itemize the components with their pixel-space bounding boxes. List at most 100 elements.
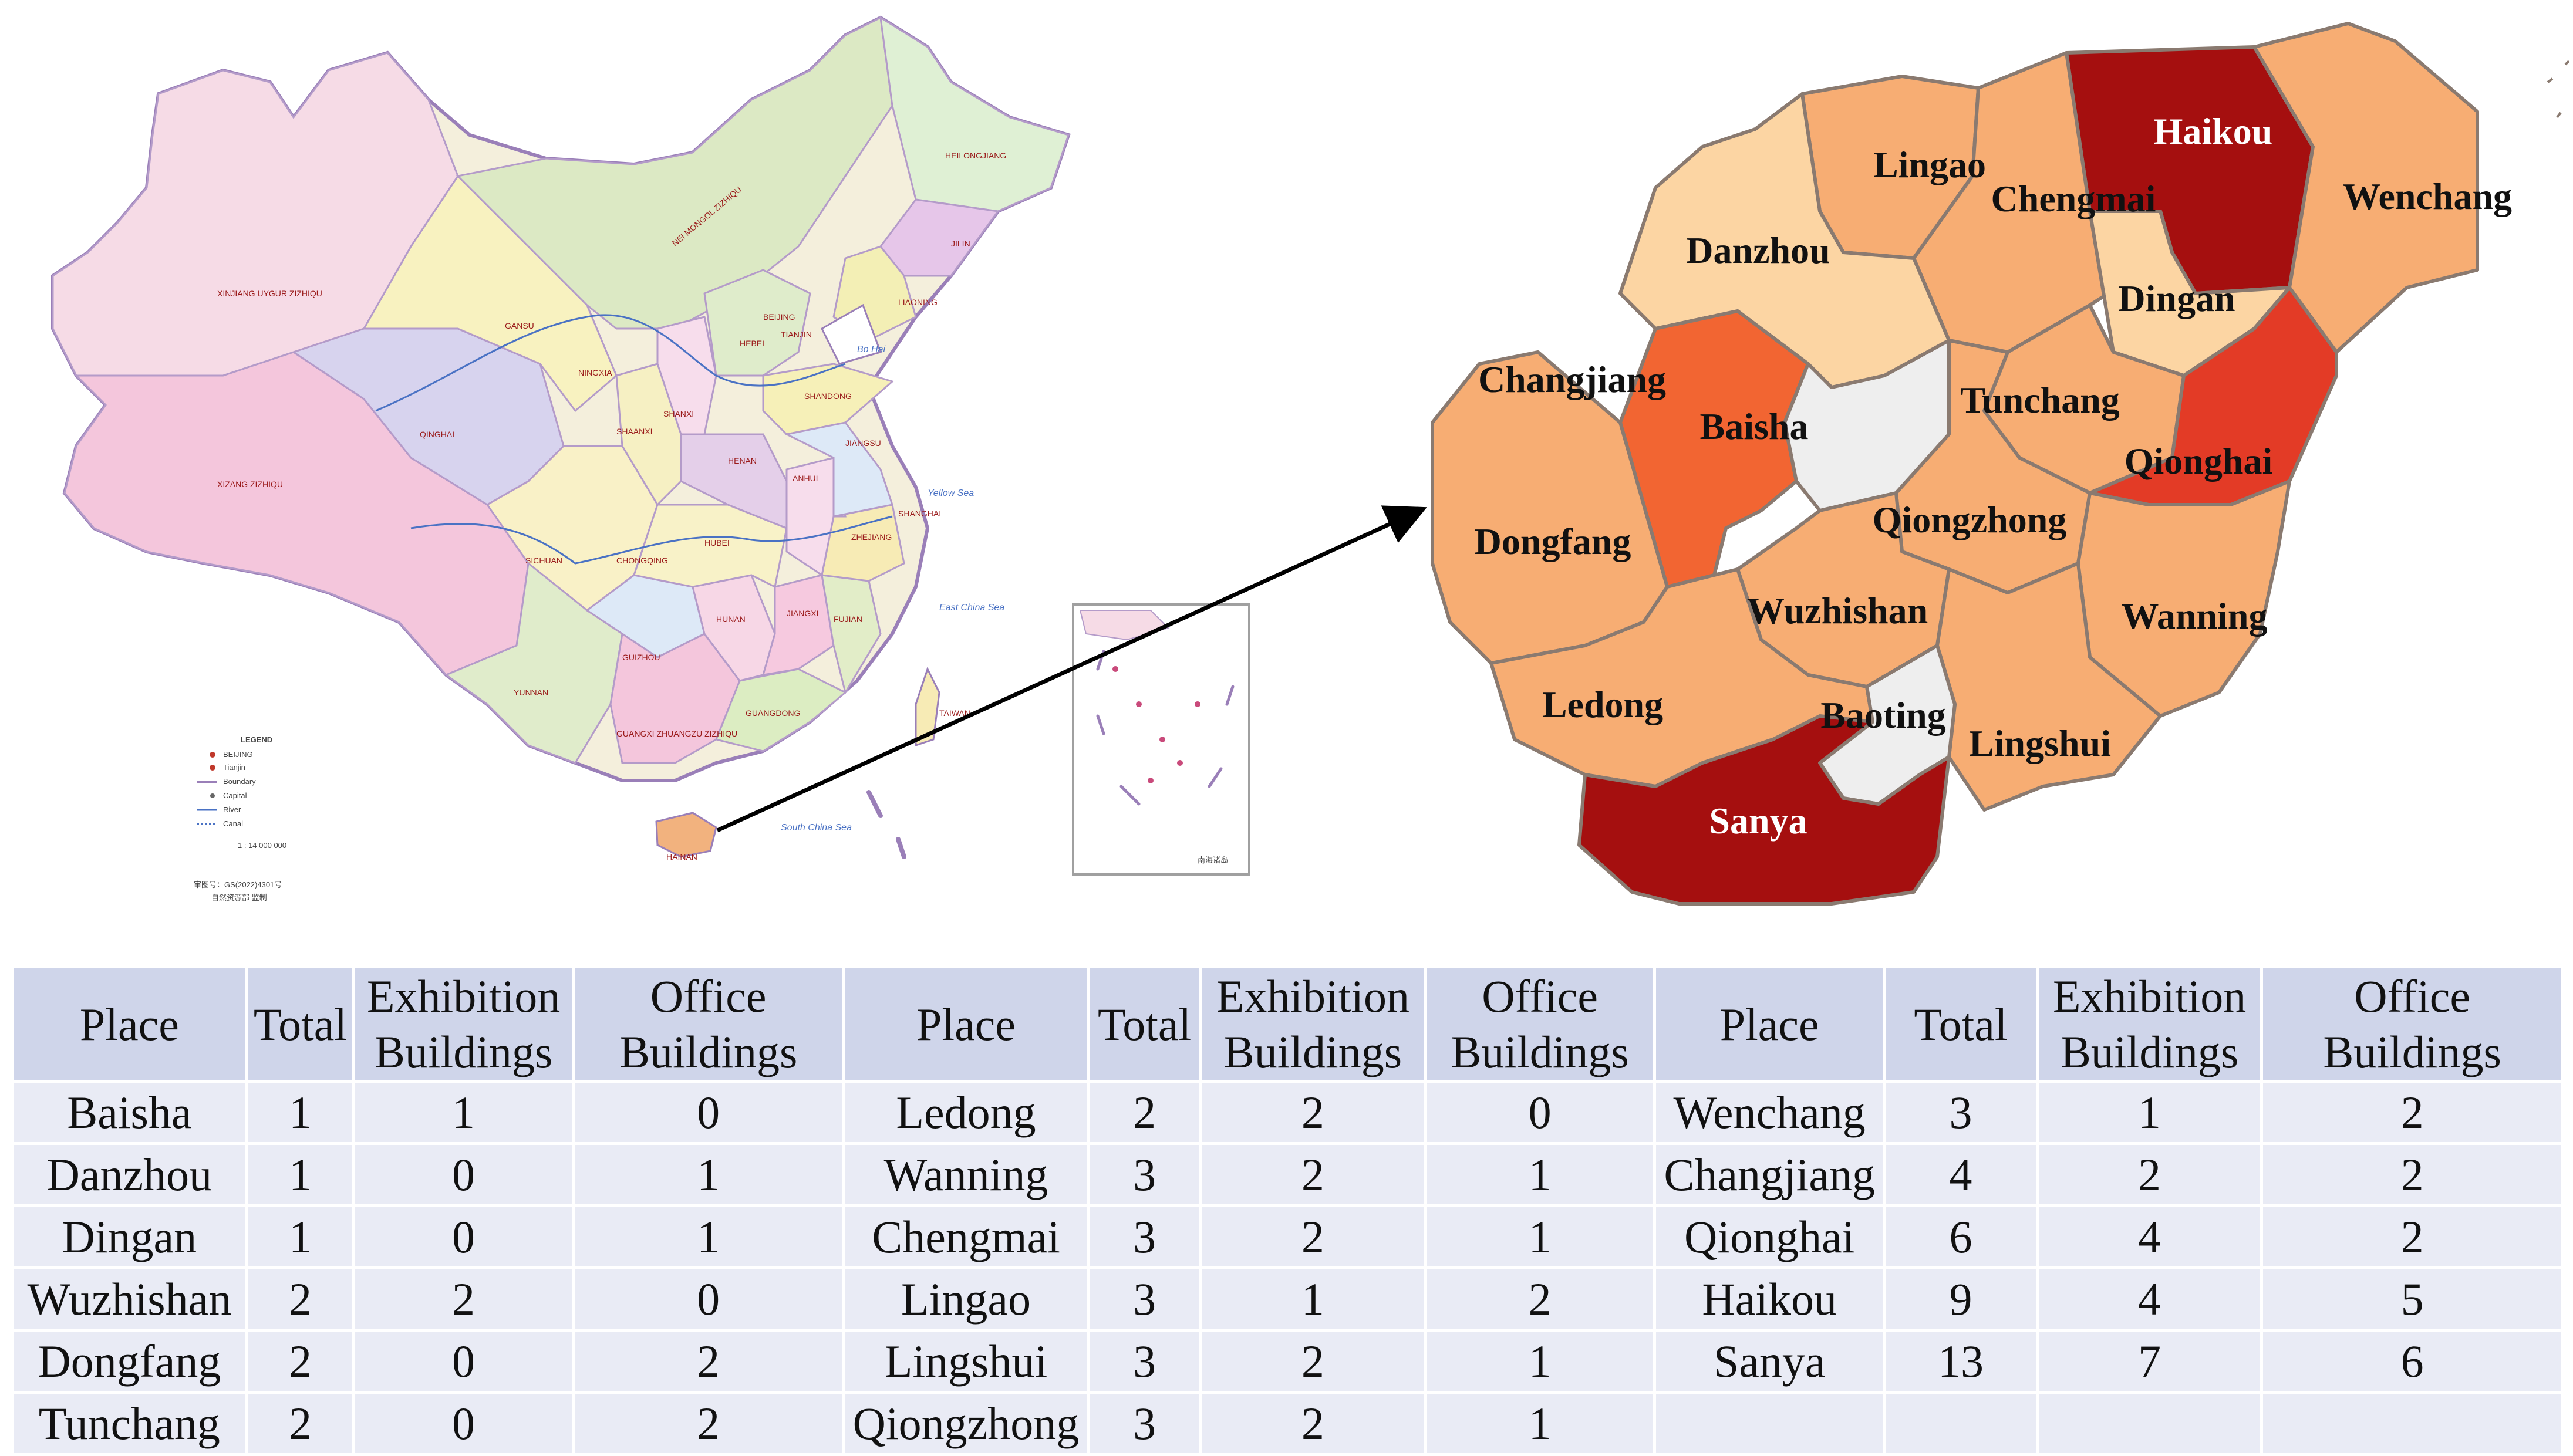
- cell-total: 3: [1087, 1329, 1202, 1394]
- cell-place: Wenchang: [1653, 1080, 1886, 1146]
- cell-office: 2: [2260, 1142, 2564, 1208]
- region-sanya: [1577, 714, 1951, 906]
- label-xinjiang: XINJIANG UYGUR ZIZHIQU: [217, 289, 322, 298]
- cell-office: 6: [2260, 1329, 2564, 1394]
- header-exhibition-1: Exhibition Buildings: [352, 965, 575, 1083]
- label-jiangxi: JIANGXI: [787, 609, 818, 618]
- cell-place: Wuzhishan: [11, 1266, 248, 1332]
- legend-item-5: River: [223, 805, 241, 814]
- approval-number: 审图号：GS(2022)4301号: [194, 880, 282, 889]
- label-hubei: HUBEI: [704, 538, 730, 548]
- label-taiwan: TAIWAN: [939, 708, 970, 718]
- region-jilin: [879, 198, 1000, 277]
- label-hunan: HUNAN: [716, 614, 746, 624]
- cell-place: Sanya: [1653, 1329, 1886, 1394]
- cell-total: 13: [1883, 1329, 2039, 1394]
- label-bo-hai: Bo Hai: [857, 344, 885, 354]
- cell-total: 4: [1883, 1142, 2039, 1208]
- header-office-3: Office Buildings: [2260, 965, 2564, 1083]
- cell-total: 2: [245, 1391, 356, 1456]
- header-office-line: Office: [1482, 971, 1598, 1022]
- label-lingshui: Lingshui: [1969, 722, 2111, 764]
- header-exhibition-line: Buildings: [374, 1026, 553, 1078]
- header-office-line: Office: [650, 971, 767, 1022]
- label-heilongjiang: HEILONGJIANG: [945, 151, 1006, 160]
- legend-capital-marker: [210, 752, 215, 758]
- region-yunnan: [444, 562, 623, 764]
- cell-place: Dongfang: [11, 1329, 248, 1394]
- cell-place: Chengmai: [842, 1204, 1090, 1270]
- south-sea-inset: 南海诸岛: [1072, 603, 1250, 876]
- region-taiwan: [915, 667, 940, 747]
- label-sanya: Sanya: [1709, 800, 1807, 842]
- label-wanning: Wanning: [2121, 595, 2267, 637]
- label-fujian: FUJIAN: [834, 614, 862, 624]
- header-exhibition-2: Exhibition Buildings: [1199, 965, 1427, 1083]
- cell-total: 1: [245, 1204, 356, 1270]
- cell-exhibition: 2: [1199, 1142, 1427, 1208]
- cell-total: 3: [1087, 1266, 1202, 1332]
- legend-item-1: BEIJING: [223, 750, 253, 759]
- cell-exhibition: [2035, 1391, 2264, 1456]
- cell-exhibition: 7: [2035, 1329, 2264, 1394]
- china-map: XINJIANG UYGUR ZIZHIQU XIZANG ZIZHIQU QI…: [51, 15, 1250, 902]
- cell-office: 0: [1424, 1080, 1657, 1146]
- cell-exhibition: 2: [1199, 1080, 1427, 1146]
- label-hainan-small: HAINAN: [666, 852, 697, 862]
- label-anhui: ANHUI: [793, 474, 818, 483]
- cell-office: 2: [571, 1329, 845, 1394]
- cell-place: [1653, 1391, 1886, 1456]
- cell-place: Danzhou: [11, 1142, 248, 1208]
- header-office-line: Office: [2354, 971, 2470, 1022]
- label-jiangsu: JIANGSU: [845, 438, 881, 448]
- cell-exhibition: 0: [352, 1204, 575, 1270]
- label-gansu: GANSU: [505, 321, 534, 330]
- header-exhibition-line: Buildings: [2060, 1026, 2239, 1078]
- cell-exhibition: 2: [1199, 1204, 1427, 1270]
- label-shandong: SHANDONG: [804, 391, 852, 401]
- header-exhibition-line: Buildings: [1223, 1026, 1402, 1078]
- cell-exhibition: 2: [2035, 1142, 2264, 1208]
- nine-dash-line: [866, 790, 906, 859]
- cell-exhibition: 2: [1199, 1329, 1427, 1394]
- legend-item-3: Boundary: [223, 777, 256, 786]
- label-dongfang: Dongfang: [1475, 521, 1631, 562]
- label-dingan: Dingan: [2118, 278, 2235, 319]
- table-body: Baisha 1 1 0 Ledong 2 2 0 Wenchang 3 1 2 Danzhou 1 0 1 W…: [11, 1080, 2564, 1456]
- header-exhibition-line: Exhibition: [2052, 971, 2247, 1022]
- table-header-row: Place Total Exhibition Buildings Office Build…: [11, 965, 2564, 1083]
- label-tunchang: Tunchang: [1960, 379, 2120, 421]
- cell-office: 1: [1424, 1391, 1657, 1456]
- cell-office: 2: [2260, 1080, 2564, 1146]
- cell-place: Haikou: [1653, 1266, 1886, 1332]
- cell-place: Dingan: [11, 1204, 248, 1270]
- region-hainan-small: [655, 812, 717, 858]
- header-office-line: Buildings: [619, 1026, 798, 1078]
- table-row: Danzhou 1 0 1 Wanning 3 2 1 Changjiang 4 2 2: [11, 1142, 2564, 1208]
- cell-total: 2: [1087, 1080, 1202, 1146]
- cell-place: Lingao: [842, 1266, 1090, 1332]
- header-total-3: Total: [1883, 965, 2039, 1083]
- cell-office: 1: [1424, 1329, 1657, 1394]
- label-qiongzhong: Qiongzhong: [1873, 499, 2067, 540]
- label-qionghai: Qionghai: [2125, 440, 2273, 482]
- legend-scale: 1 : 14 000 000: [238, 841, 286, 850]
- cell-exhibition: 2: [1199, 1391, 1427, 1456]
- table-row: Dingan 1 0 1 Chengmai 3 2 1 Qionghai 6 4 2: [11, 1204, 2564, 1270]
- label-haikou: Haikou: [2154, 110, 2273, 152]
- label-shanxi: SHANXI: [663, 409, 694, 418]
- cell-place: Qiongzhong: [842, 1391, 1090, 1456]
- label-east-china-sea: East China Sea: [939, 603, 1004, 613]
- label-baisha: Baisha: [1700, 406, 1809, 447]
- legend-item-6: Canal: [223, 819, 243, 828]
- label-lingao: Lingao: [1873, 144, 1986, 185]
- header-exhibition-line: Exhibition: [366, 971, 561, 1022]
- header-exhibition-line: Exhibition: [1216, 971, 1410, 1022]
- header-office-line: Buildings: [1451, 1026, 1629, 1078]
- cell-exhibition: 0: [352, 1329, 575, 1394]
- label-danzhou: Danzhou: [1686, 229, 1830, 271]
- cell-place: Baisha: [11, 1080, 248, 1146]
- label-guizhou: GUIZHOU: [622, 653, 660, 662]
- label-hebei: HEBEI: [740, 339, 764, 348]
- label-liaoning: LIAONING: [898, 298, 938, 307]
